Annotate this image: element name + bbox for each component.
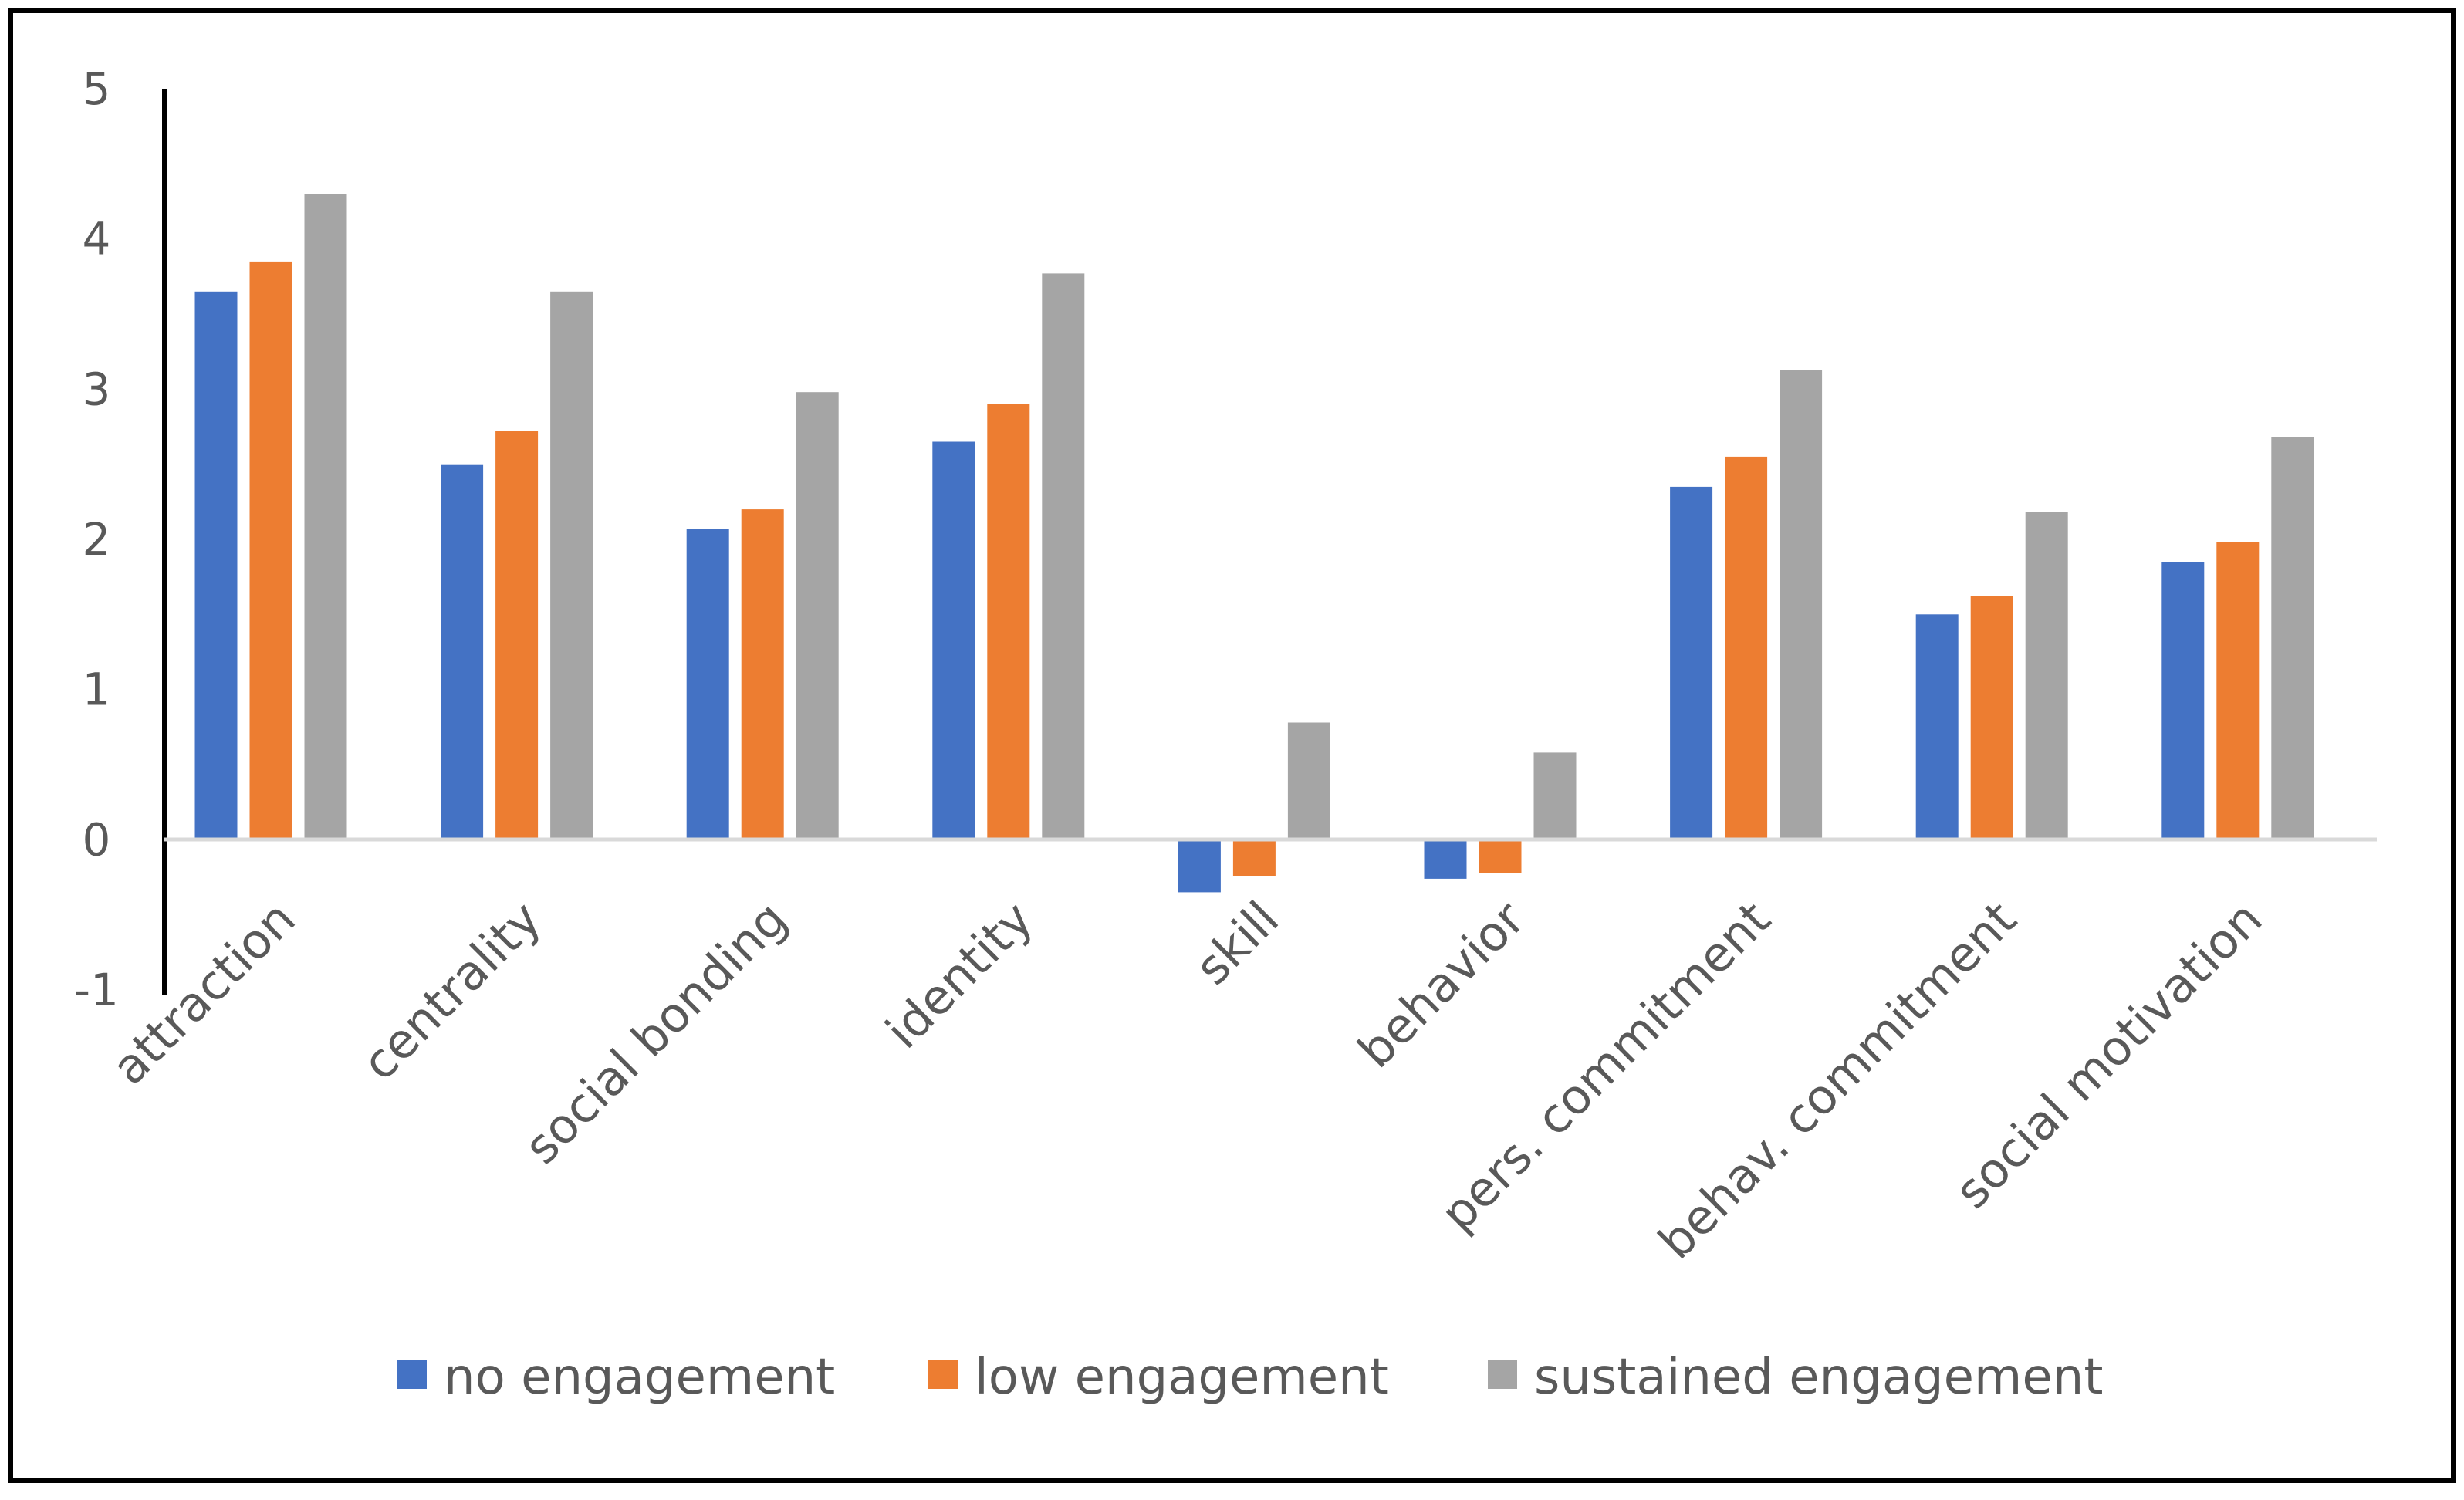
bar-sustained-engagement-identity bbox=[1042, 273, 1085, 840]
bar-no-engagement-behav-commitment bbox=[1915, 614, 1959, 840]
y-tick-label: 2 bbox=[83, 513, 111, 566]
bar-sustained-engagement-attraction bbox=[304, 194, 347, 840]
legend-label-low-engagement: low engagement bbox=[975, 1349, 1389, 1406]
legend-swatch-sustained-engagement bbox=[1488, 1360, 1517, 1389]
bar-no-engagement-social-motivation bbox=[2161, 562, 2205, 840]
bar-low-engagement-behav-commitment bbox=[1970, 596, 2013, 840]
bar-low-engagement-pers-commitment bbox=[1725, 456, 1768, 840]
legend-label-no-engagement: no engagement bbox=[444, 1349, 835, 1406]
y-tick-label: 5 bbox=[83, 62, 111, 115]
bar-low-engagement-attraction bbox=[249, 261, 292, 840]
bar-no-engagement-pers-commitment bbox=[1670, 486, 1713, 840]
y-tick-label: 4 bbox=[83, 213, 111, 265]
chart-border bbox=[8, 8, 2456, 1483]
legend-swatch-no-engagement bbox=[397, 1360, 427, 1389]
y-tick-label: -1 bbox=[74, 964, 119, 1016]
bar-no-engagement-centrality bbox=[441, 464, 484, 840]
bar-low-engagement-social-motivation bbox=[2216, 542, 2260, 840]
bar-low-engagement-identity bbox=[987, 404, 1030, 840]
bar-low-engagement-skill bbox=[1232, 840, 1276, 876]
bar-sustained-engagement-social-bonding bbox=[796, 392, 839, 840]
legend-swatch-low-engagement bbox=[928, 1360, 958, 1389]
bar-no-engagement-social-bonding bbox=[686, 529, 729, 840]
bar-sustained-engagement-centrality bbox=[550, 291, 593, 840]
bar-sustained-engagement-behav-commitment bbox=[2025, 512, 2068, 840]
legend-label-sustained-engagement: sustained engagement bbox=[1534, 1349, 2103, 1406]
bar-sustained-engagement-behavior bbox=[1533, 752, 1577, 840]
bar-low-engagement-centrality bbox=[495, 431, 539, 840]
bar-sustained-engagement-social-motivation bbox=[2271, 437, 2314, 840]
y-tick-label: 1 bbox=[83, 664, 111, 716]
y-tick-label: 0 bbox=[83, 813, 111, 866]
bar-low-engagement-social-bonding bbox=[741, 509, 784, 840]
bar-no-engagement-behavior bbox=[1424, 840, 1467, 879]
bar-low-engagement-behavior bbox=[1479, 840, 1522, 873]
bar-no-engagement-identity bbox=[932, 441, 975, 840]
y-tick-label: 3 bbox=[83, 363, 111, 415]
bar-sustained-engagement-skill bbox=[1287, 722, 1330, 840]
bar-no-engagement-attraction bbox=[194, 291, 238, 840]
bar-no-engagement-skill bbox=[1178, 840, 1221, 893]
bar-sustained-engagement-pers-commitment bbox=[1780, 370, 1823, 840]
